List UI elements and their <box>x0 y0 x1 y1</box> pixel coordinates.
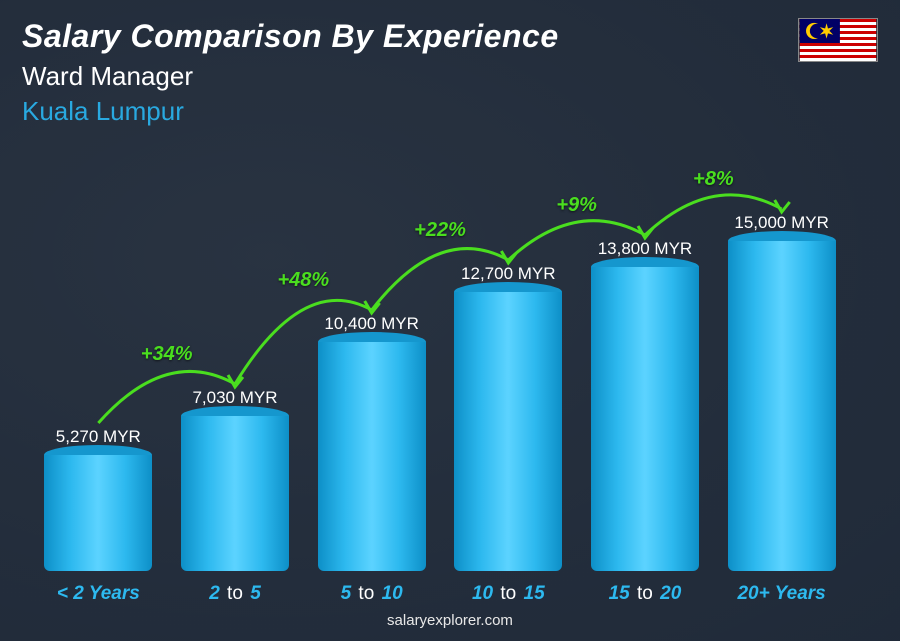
bar-category-label: < 2 Years <box>28 583 168 605</box>
bar-category-label: 20+ Years <box>712 583 852 605</box>
chart-subtitle: Ward Manager <box>22 61 559 92</box>
chart-title: Salary Comparison By Experience <box>22 18 559 55</box>
bar-category-label: 5 to 10 <box>302 583 442 605</box>
header: Salary Comparison By Experience Ward Man… <box>22 18 559 127</box>
bar-category-label: 2 to 5 <box>165 583 305 605</box>
chart-location: Kuala Lumpur <box>22 96 559 127</box>
bar-category-label: 15 to 20 <box>575 583 715 605</box>
salary-bar-chart: 5,270 MYR< 2 Years7,030 MYR2 to 510,400 … <box>30 131 850 571</box>
country-flag-icon <box>798 18 878 62</box>
increase-pct-label: +8% <box>693 168 734 190</box>
footer-attribution: salaryexplorer.com <box>0 612 900 629</box>
bar-category-label: 10 to 15 <box>438 583 578 605</box>
increase-arc: +8% <box>30 131 850 571</box>
